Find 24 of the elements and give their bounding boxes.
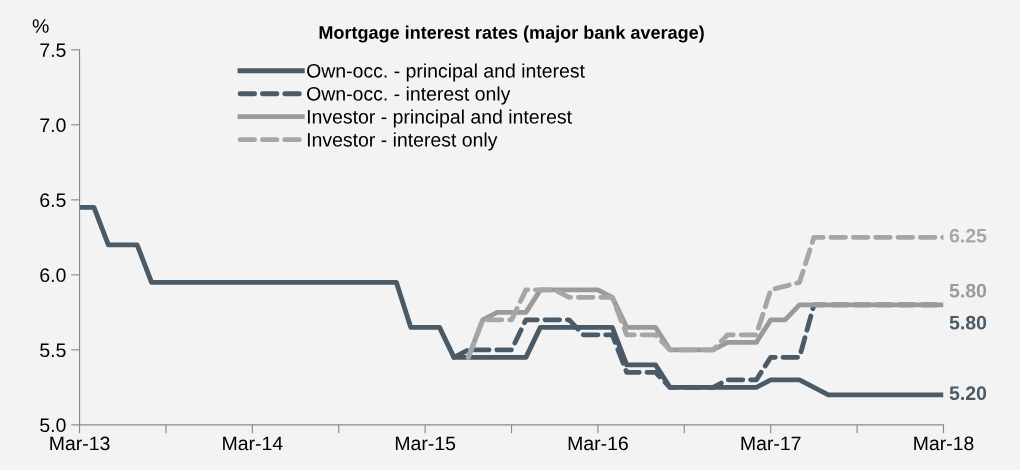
annotation: 5.20 <box>949 386 987 401</box>
legend-label: Own-occ. - interest only <box>307 86 511 105</box>
y-tick-label: 5.5 <box>40 343 66 358</box>
legend-label: Investor - principal and interest <box>307 109 572 128</box>
annotation: 5.80 <box>949 315 987 330</box>
y-tick-label: 6.0 <box>40 268 66 283</box>
y-tick-label: 7.0 <box>40 118 66 133</box>
x-tick-label: Mar-18 <box>914 436 974 451</box>
legend-label: Investor - interest only <box>307 132 498 151</box>
x-tick-label: Mar-16 <box>568 436 628 451</box>
x-tick-label: Mar-13 <box>50 436 110 451</box>
line-series <box>465 234 944 360</box>
annotation: 5.80 <box>949 283 987 298</box>
annotation: 6.25 <box>949 228 987 243</box>
x-tick-label: Mar-17 <box>741 436 801 451</box>
y-tick-label: 7.5 <box>40 43 66 58</box>
legend-label: Own-occ. - principal and interest <box>307 63 585 82</box>
y-tick-label: 5.0 <box>40 418 66 433</box>
x-tick-label: Mar-15 <box>395 436 456 451</box>
line-series <box>79 204 944 398</box>
y-axis-title: % <box>32 19 49 33</box>
y-tick-label: 6.5 <box>40 193 66 208</box>
chart-title: Mortgage interest rates (major bank average) <box>319 25 704 43</box>
x-tick-label: Mar-14 <box>223 436 283 451</box>
